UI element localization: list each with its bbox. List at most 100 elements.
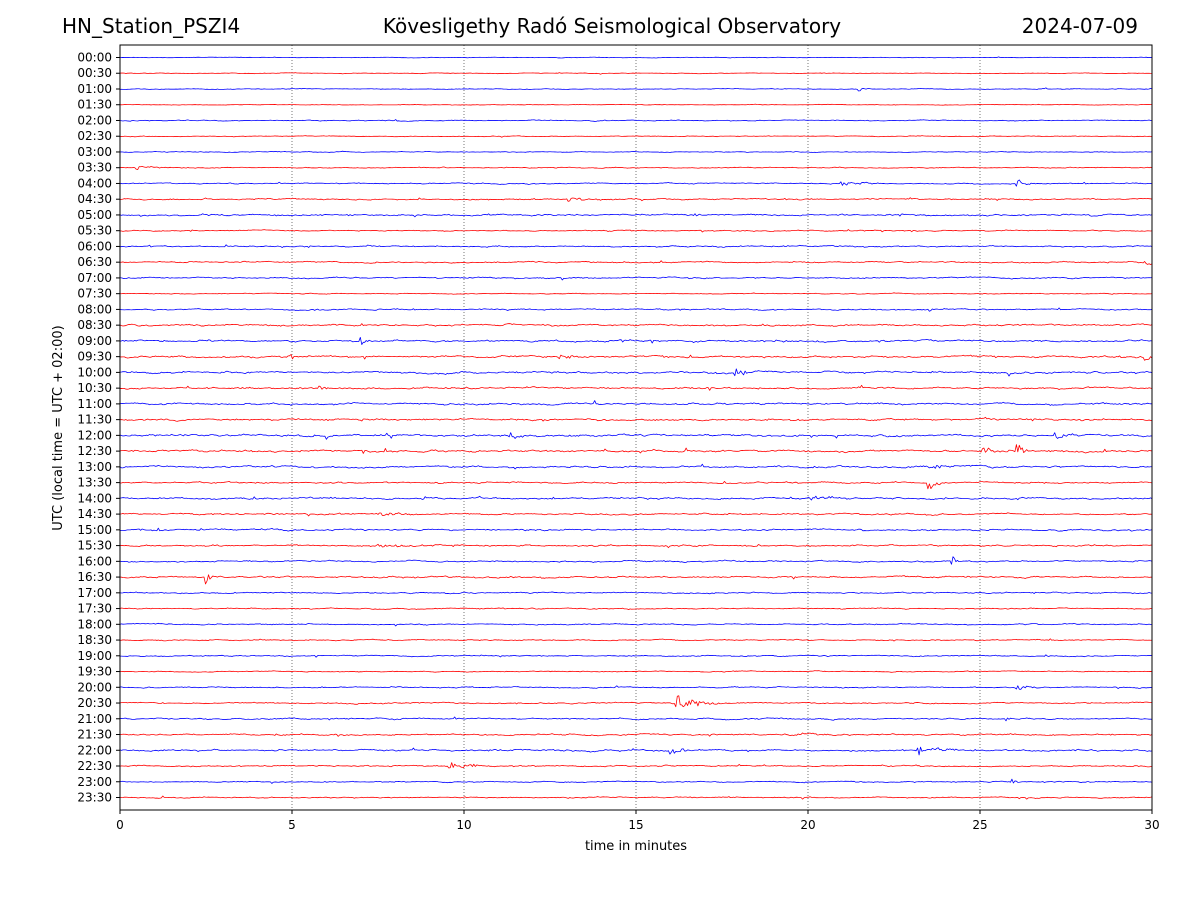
y-tick-label: 07:30 <box>77 287 112 301</box>
x-axis-label: time in minutes <box>585 839 687 854</box>
chart-title: Kövesligethy Radó Seismological Observat… <box>382 14 842 38</box>
y-tick-label: 02:00 <box>77 113 112 127</box>
y-tick-label: 10:00 <box>77 365 112 379</box>
trace-0230 <box>119 135 1153 138</box>
trace-1630 <box>119 574 1153 585</box>
trace-0300 <box>119 150 1153 154</box>
trace-2130 <box>119 732 1153 737</box>
trace-1000 <box>119 368 1153 377</box>
trace-2030 <box>119 695 1153 708</box>
y-tick-label: 07:00 <box>77 271 112 285</box>
y-tick-label: 04:00 <box>77 176 112 190</box>
y-tick-label: 15:30 <box>77 539 112 553</box>
trace-2200 <box>119 746 1153 756</box>
y-tick-label: 14:30 <box>77 507 112 521</box>
trace-0100 <box>119 87 1153 92</box>
trace-0930 <box>119 354 1153 361</box>
y-tick-label: 20:00 <box>77 680 112 694</box>
x-axis: 0 5 10 15 20 25 30 <box>116 810 1160 832</box>
y-tick-label: 19:00 <box>77 649 112 663</box>
y-tick-label: 22:30 <box>77 759 112 773</box>
y-tick-label: 23:30 <box>77 791 112 805</box>
y-tick-label: 17:00 <box>77 586 112 600</box>
y-tick-label: 13:00 <box>77 460 112 474</box>
y-tick-label: 06:30 <box>77 255 112 269</box>
trace-1300 <box>119 463 1153 470</box>
y-tick-label: 00:00 <box>77 51 112 65</box>
x-tick-label: 30 <box>1144 818 1159 832</box>
trace-0400 <box>119 179 1153 187</box>
x-tick-label: 20 <box>800 818 815 832</box>
trace-0130 <box>119 103 1153 106</box>
trace-0330 <box>119 165 1153 170</box>
trace-1500 <box>119 527 1153 532</box>
y-tick-label: 22:00 <box>77 743 112 757</box>
trace-0500 <box>119 213 1153 218</box>
trace-1230 <box>119 444 1153 454</box>
trace-1100 <box>119 400 1153 406</box>
y-tick-label: 15:00 <box>77 523 112 537</box>
y-tick-label: 11:30 <box>77 413 112 427</box>
y-tick-label: 10:30 <box>77 381 112 395</box>
y-tick-label: 12:30 <box>77 444 112 458</box>
trace-1930 <box>120 670 1153 673</box>
y-tick-label: 14:00 <box>77 491 112 505</box>
trace-1830 <box>119 638 1153 642</box>
y-tick-label: 02:30 <box>77 129 112 143</box>
y-tick-label: 01:00 <box>77 82 112 96</box>
trace-2100 <box>119 716 1153 722</box>
trace-0800 <box>119 307 1153 312</box>
y-tick-label: 09:00 <box>77 334 112 348</box>
y-tick-label: 19:30 <box>77 665 112 679</box>
y-tick-label: 08:30 <box>77 318 112 332</box>
trace-0830 <box>119 323 1153 327</box>
trace-2300 <box>119 778 1153 784</box>
trace-1730 <box>119 607 1153 611</box>
y-tick-label: 01:30 <box>77 98 112 112</box>
y-tick-label: 03:00 <box>77 145 112 159</box>
y-tick-label: 18:00 <box>77 617 112 631</box>
trace-1600 <box>119 556 1153 565</box>
trace-1430 <box>119 512 1153 517</box>
y-tick-label: 09:30 <box>77 350 112 364</box>
y-tick-label: 08:00 <box>77 302 112 316</box>
y-tick-label: 03:30 <box>77 161 112 175</box>
grid-lines <box>291 45 981 810</box>
y-tick-label: 05:00 <box>77 208 112 222</box>
trace-1030 <box>119 384 1153 391</box>
trace-0000 <box>119 56 1153 59</box>
trace-2330 <box>119 795 1153 800</box>
trace-1200 <box>119 432 1152 440</box>
y-tick-label: 11:00 <box>77 397 112 411</box>
trace-1130 <box>119 416 1153 422</box>
trace-0530 <box>119 229 1153 233</box>
chart-date: 2024-07-09 <box>1021 14 1138 38</box>
y-tick-label: 16:00 <box>77 554 112 568</box>
x-tick-label: 5 <box>288 818 296 832</box>
trace-1700 <box>119 591 1153 595</box>
y-tick-label: 06:00 <box>77 239 112 253</box>
trace-0200 <box>119 119 1153 122</box>
y-axis-label: UTC (local time = UTC + 02:00) <box>51 325 66 530</box>
y-tick-label: 05:30 <box>77 224 112 238</box>
y-tick-label: 12:00 <box>77 428 112 442</box>
y-tick-label: 21:30 <box>77 728 112 742</box>
trace-0730 <box>119 292 1153 295</box>
x-tick-label: 10 <box>456 818 471 832</box>
x-tick-label: 25 <box>972 818 987 832</box>
y-tick-label: 13:30 <box>77 476 112 490</box>
x-tick-label: 0 <box>116 818 124 832</box>
seismic-traces <box>119 56 1153 800</box>
y-tick-label: 00:30 <box>77 66 112 80</box>
trace-1800 <box>119 622 1153 627</box>
trace-0700 <box>119 276 1153 281</box>
trace-2000 <box>119 685 1153 690</box>
trace-1900 <box>119 654 1153 658</box>
x-tick-label: 15 <box>628 818 643 832</box>
y-tick-label: 21:00 <box>77 712 112 726</box>
trace-1400 <box>119 495 1153 501</box>
y-tick-label: 16:30 <box>77 570 112 584</box>
y-tick-label: 17:30 <box>77 602 112 616</box>
